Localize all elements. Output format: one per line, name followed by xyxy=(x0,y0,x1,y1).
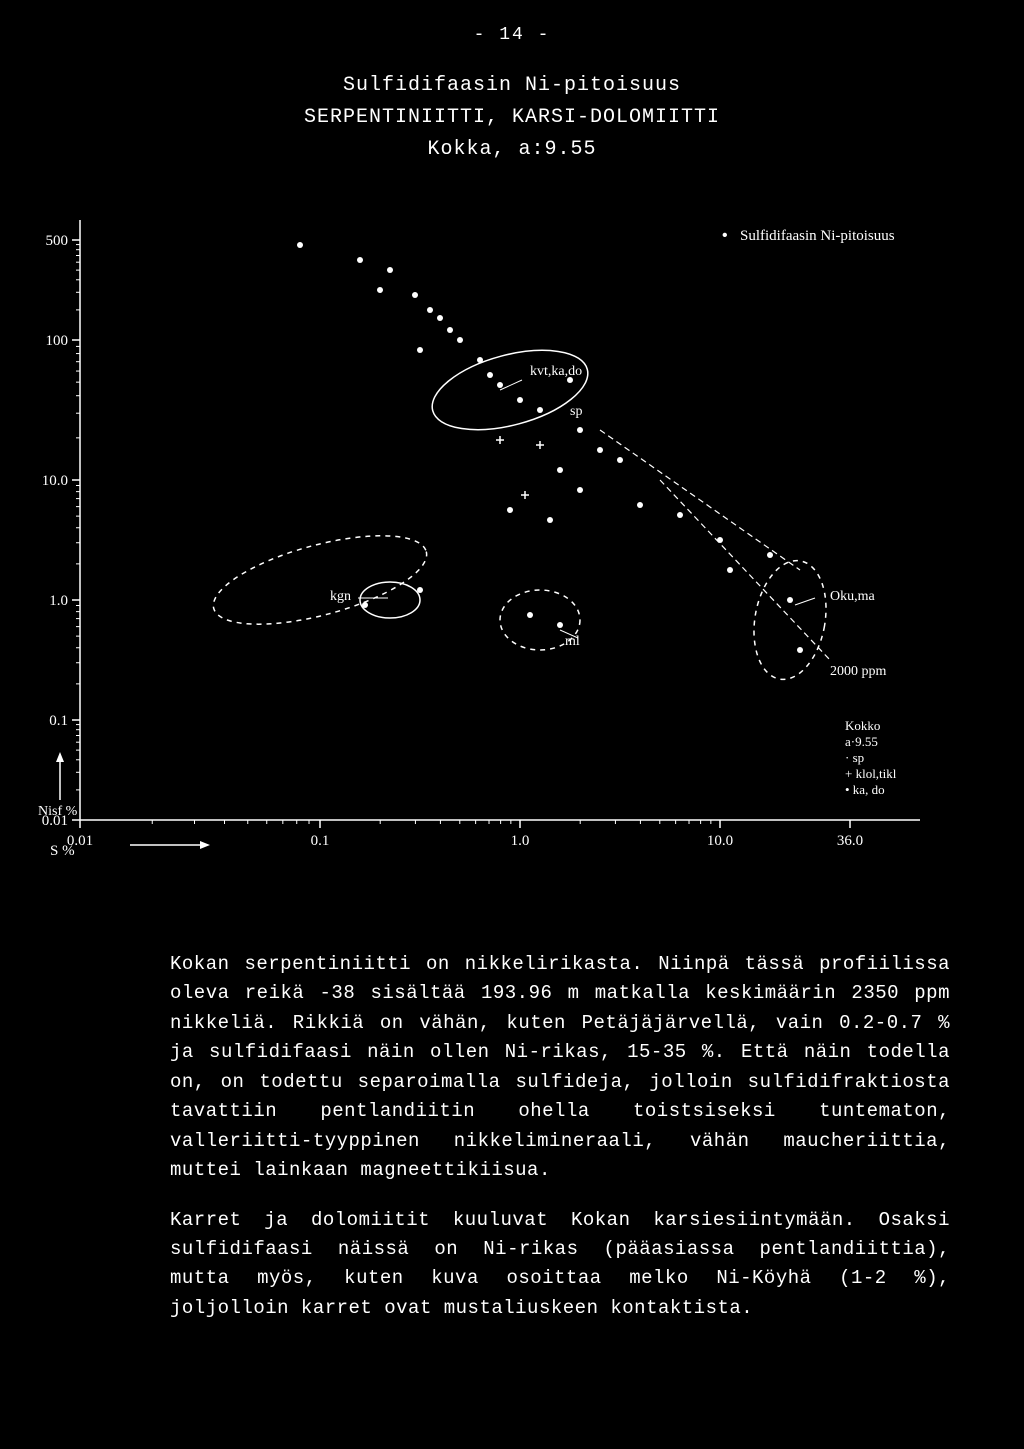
svg-text:0.1: 0.1 xyxy=(311,833,330,849)
paragraph-1: Kokan serpentiniitti on nikkelirikasta. … xyxy=(170,950,950,1186)
svg-text:S %: S % xyxy=(50,843,75,859)
svg-text:10.0: 10.0 xyxy=(42,473,68,489)
svg-text:Sulfidifaasin Ni-pitoisuus: Sulfidifaasin Ni-pitoisuus xyxy=(740,228,895,244)
svg-text:Oku,ma: Oku,ma xyxy=(830,589,876,604)
svg-text:1.0: 1.0 xyxy=(49,593,68,609)
svg-text:Nisf %: Nisf % xyxy=(38,804,78,819)
svg-text:kvt,ka,do: kvt,ka,do xyxy=(530,364,582,379)
paragraph-2: Karret ja dolomiitit kuuluvat Kokan kars… xyxy=(170,1206,950,1324)
svg-text:sp: sp xyxy=(570,404,582,419)
svg-text:2000 ppm: 2000 ppm xyxy=(830,664,887,679)
body-text: Kokan serpentiniitti on nikkelirikasta. … xyxy=(170,950,950,1343)
svg-text:•: • xyxy=(720,227,730,245)
svg-text:ml: ml xyxy=(565,634,580,649)
svg-text:Kokko: Kokko xyxy=(845,718,880,733)
svg-text:100: 100 xyxy=(46,333,69,349)
svg-text:500: 500 xyxy=(46,233,69,249)
page-number: - 14 - xyxy=(474,25,551,45)
svg-text:· sp: · sp xyxy=(845,750,864,765)
svg-text:a·9.55: a·9.55 xyxy=(845,734,878,749)
title-line-2: SERPENTINIITTI, KARSI-DOLOMIITTI xyxy=(0,102,1024,134)
svg-text:36.0: 36.0 xyxy=(837,833,863,849)
svg-text:• ka, do: • ka, do xyxy=(845,782,885,797)
title-line-1: Sulfidifaasin Ni-pitoisuus xyxy=(0,70,1024,102)
svg-text:0.1: 0.1 xyxy=(49,713,68,729)
svg-text:kgn: kgn xyxy=(330,589,351,604)
svg-text:10.0: 10.0 xyxy=(707,833,733,849)
svg-text:+ klol,tikl: + klol,tikl xyxy=(845,766,897,781)
title-line-3: Kokka, a:9.55 xyxy=(0,134,1024,166)
scatter-chart: 0.010.11.010.01005000.010.11.010.036.0Ni… xyxy=(20,200,990,880)
header-block: Sulfidifaasin Ni-pitoisuus SERPENTINIITT… xyxy=(0,70,1024,166)
svg-text:1.0: 1.0 xyxy=(511,833,530,849)
